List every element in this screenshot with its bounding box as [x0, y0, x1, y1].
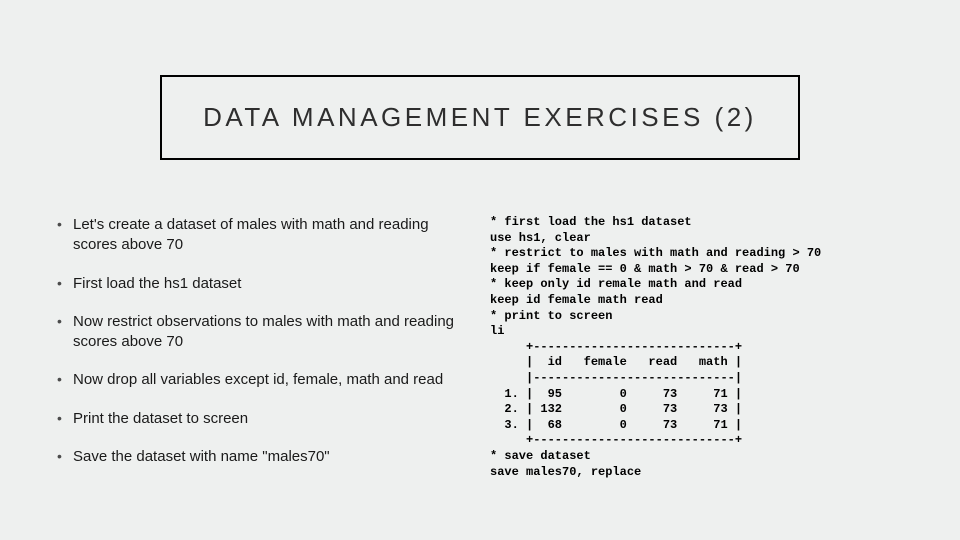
bullet-item: Let's create a dataset of males with mat… [55, 215, 455, 256]
slide-title: DATA MANAGEMENT EXERCISES (2) [203, 102, 757, 133]
content-columns: Let's create a dataset of males with mat… [55, 215, 940, 485]
bullet-list: Let's create a dataset of males with mat… [55, 215, 455, 467]
bullet-item: Save the dataset with name "males70" [55, 447, 455, 467]
bullet-item: Print the dataset to screen [55, 409, 455, 429]
bullet-item: Now drop all variables except id, female… [55, 370, 455, 390]
title-box: DATA MANAGEMENT EXERCISES (2) [160, 75, 800, 160]
right-column: * first load the hs1 dataset use hs1, cl… [490, 215, 940, 485]
left-column: Let's create a dataset of males with mat… [55, 215, 455, 485]
bullet-item: First load the hs1 dataset [55, 274, 455, 294]
bullet-item: Now restrict observations to males with … [55, 312, 455, 353]
code-block: * first load the hs1 dataset use hs1, cl… [490, 215, 940, 480]
